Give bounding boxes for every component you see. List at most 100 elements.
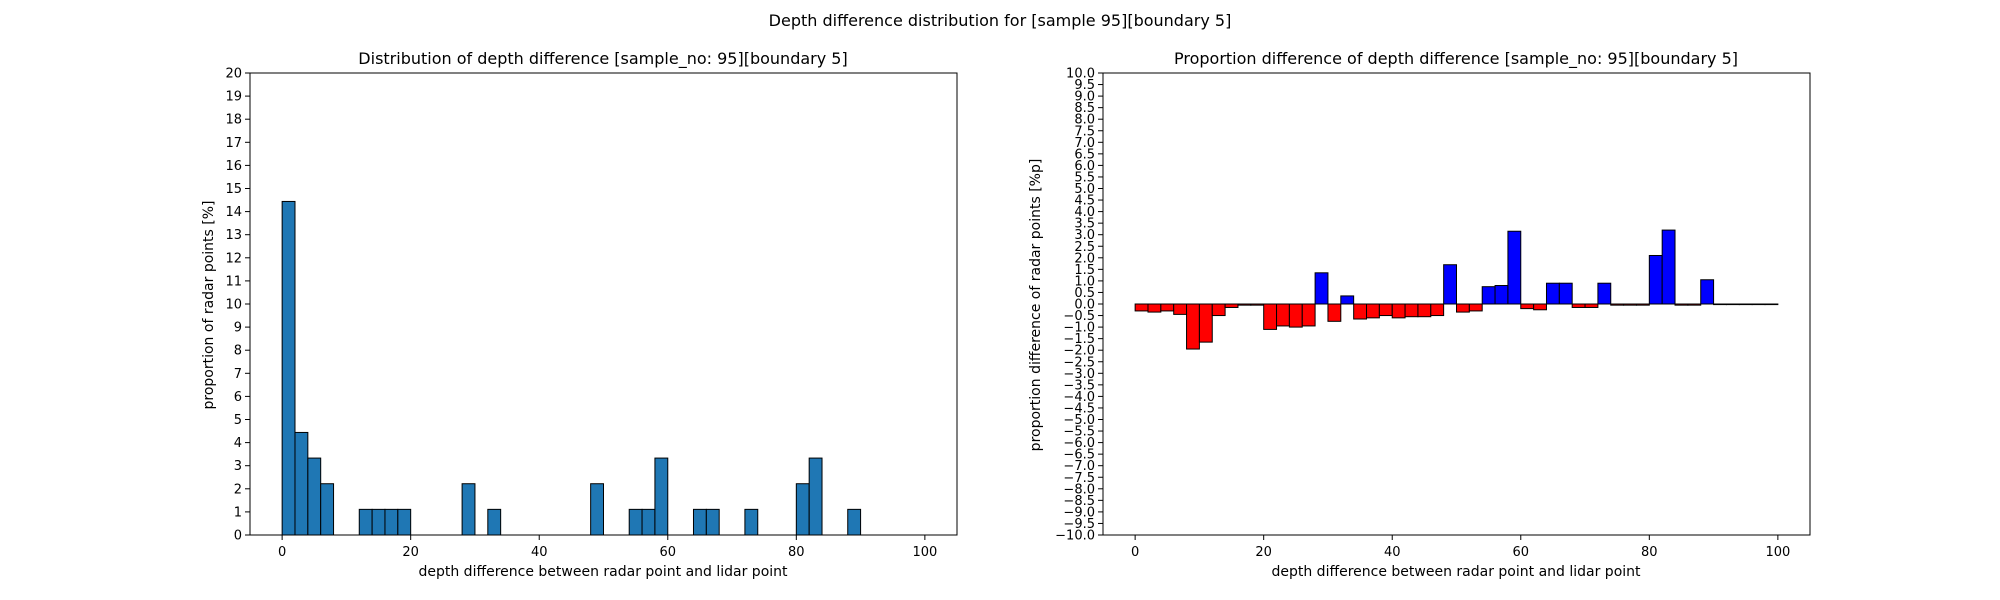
left-bar-13 [654, 457, 669, 536]
left-y-axis-label: proportion of radar points [%] [201, 200, 217, 409]
left-bar-11 [628, 508, 643, 536]
right-bar-43 [1687, 303, 1702, 306]
right-y-tick-label-31: 5.5 [1074, 170, 1095, 185]
left-x-tick-label-1: 20 [402, 545, 419, 560]
right-y-tick-label-35: 7.5 [1074, 124, 1095, 139]
right-x-tick-label-5: 100 [1765, 545, 1790, 560]
right-y-tick-label-3: −8.5 [1063, 494, 1095, 509]
left-bars [281, 200, 862, 536]
left-y-tick-label-2: 2 [234, 482, 242, 497]
right-bar-28 [1494, 285, 1509, 305]
right-bar-5 [1198, 303, 1213, 343]
right-bar-15 [1327, 303, 1342, 322]
right-bar-44 [1700, 279, 1715, 305]
right-x-tick-label-3: 60 [1512, 545, 1529, 560]
right-bar-42 [1674, 303, 1689, 306]
left-y-tick-label-18: 18 [225, 113, 242, 128]
right-bar-16 [1340, 295, 1355, 305]
left-y-tick-label-0: 0 [234, 529, 242, 544]
left-plot-area: 0 20 40 60 80 1000123456789101112131415161718… [225, 67, 958, 560]
right-bar-27 [1481, 286, 1496, 305]
left-bar-4 [358, 508, 373, 536]
right-y-tick-label-24: 2.0 [1074, 251, 1095, 266]
left-chart: Distribution of depth difference [sample… [201, 49, 958, 580]
right-y-tick-label-33: 6.5 [1074, 147, 1095, 162]
right-y-tick-label-4: −8.0 [1063, 482, 1095, 497]
right-bar-2 [1160, 303, 1175, 312]
right-bar-17 [1353, 303, 1368, 320]
figure-suptitle: Depth difference distribution for [sampl… [769, 11, 1232, 30]
right-bar-49 [1764, 303, 1779, 306]
left-y-tick-label-12: 12 [225, 251, 242, 266]
right-bar-40 [1648, 254, 1663, 305]
left-bar-19 [847, 508, 862, 536]
right-bar-41 [1661, 229, 1676, 305]
right-bars [1134, 229, 1779, 350]
left-y-tick-label-9: 9 [234, 321, 242, 336]
right-y-tick-label-5: −7.5 [1063, 471, 1095, 486]
left-x-tick-label-0: 0 [278, 545, 286, 560]
right-y-tick-label-34: 7.0 [1074, 136, 1095, 151]
right-plot-area: 0 20 40 60 80 100 −10.0−9.5−9.0−8.5−8.0−7.5−7.… [1055, 67, 1811, 560]
left-bar-10 [590, 483, 605, 536]
left-y-tick-label-10: 10 [225, 298, 242, 313]
left-y-tick-label-1: 1 [234, 505, 242, 520]
right-bar-7 [1224, 303, 1239, 308]
right-y-tick-label-22: 1.0 [1074, 274, 1095, 289]
right-bar-33 [1558, 282, 1573, 305]
right-bar-10 [1263, 303, 1278, 330]
left-x-tick-label-4: 80 [788, 545, 805, 560]
right-bar-34 [1571, 303, 1586, 308]
right-y-tick-label-2: −9.0 [1063, 505, 1095, 520]
right-bar-8 [1237, 303, 1252, 306]
left-y-tick-label-7: 7 [234, 367, 242, 382]
right-bar-0 [1134, 303, 1149, 312]
left-bar-16 [744, 508, 759, 536]
right-bar-26 [1468, 303, 1483, 312]
right-bar-35 [1584, 303, 1599, 308]
left-bar-8 [461, 483, 476, 536]
right-bar-21 [1404, 303, 1419, 318]
left-x-tick-label-3: 60 [659, 545, 676, 560]
right-bar-6 [1211, 303, 1226, 317]
right-y-tick-label-27: 3.5 [1074, 217, 1095, 232]
right-y-tick-label-11: −4.5 [1063, 401, 1095, 416]
left-y-tick-label-17: 17 [225, 136, 242, 151]
right-bar-46 [1725, 303, 1740, 306]
right-y-axis-label: proportion difference of radar points [%… [1028, 159, 1044, 452]
right-bar-24 [1443, 264, 1458, 305]
right-y-tick-label-20: 0.0 [1074, 298, 1095, 313]
right-bar-36 [1597, 282, 1612, 305]
right-bar-4 [1186, 303, 1200, 350]
left-y-tick-label-4: 4 [234, 436, 242, 451]
right-bar-20 [1391, 303, 1406, 319]
left-bar-15 [705, 508, 720, 536]
right-bar-45 [1713, 303, 1727, 306]
right-y-tick-label-29: 4.5 [1074, 194, 1095, 209]
right-chart-title: Proportion difference of depth differenc… [1174, 49, 1738, 69]
right-bar-31 [1533, 303, 1547, 311]
left-y-tick-label-5: 5 [234, 413, 242, 428]
right-y-tick-label-25: 2.5 [1074, 240, 1095, 255]
left-bar-18 [808, 457, 823, 536]
right-bar-11 [1276, 303, 1290, 327]
left-y-tick-label-14: 14 [225, 205, 242, 220]
left-bar-1 [294, 431, 309, 536]
right-y-tick-label-9: −5.5 [1063, 425, 1095, 440]
left-x-tick-label-5: 100 [912, 545, 937, 560]
right-y-tick-label-17: −1.5 [1063, 332, 1095, 347]
right-bar-14 [1314, 272, 1329, 305]
left-axes-frame [249, 72, 958, 536]
right-bar-47 [1738, 303, 1753, 306]
right-bar-9 [1250, 303, 1265, 306]
right-y-tick-label-16: −2.0 [1063, 344, 1095, 359]
right-bar-18 [1366, 303, 1380, 319]
right-y-tick-label-23: 1.5 [1074, 263, 1095, 278]
left-bar-17 [795, 483, 810, 536]
right-x-tick-label-1: 20 [1255, 545, 1272, 560]
left-bar-14 [692, 508, 707, 536]
left-bar-12 [641, 508, 656, 536]
right-y-tick-label-30: 5.0 [1074, 182, 1095, 197]
left-bar-3 [320, 483, 335, 536]
